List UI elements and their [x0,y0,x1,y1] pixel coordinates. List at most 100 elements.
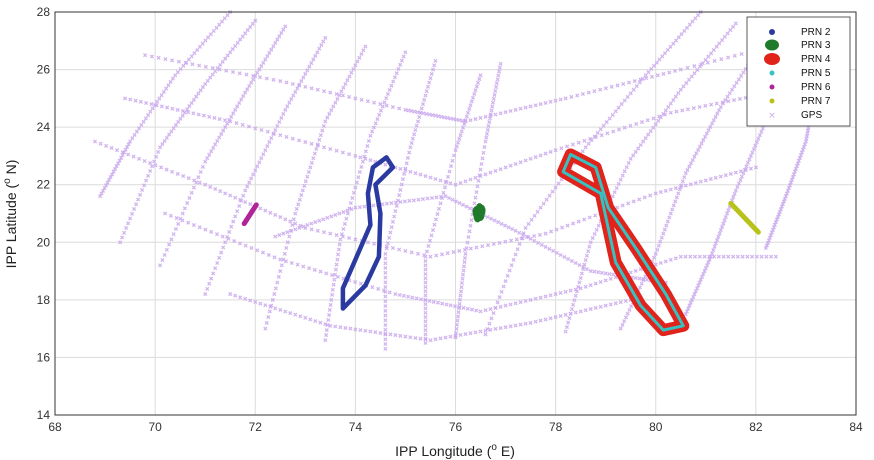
gps-point [298,314,303,319]
gps-point [553,292,558,297]
gps-point [789,177,794,182]
gps-point [295,86,300,91]
gps-point [343,81,348,87]
gps-point [433,58,438,63]
gps-point [385,241,390,246]
gps-point [468,177,473,182]
gps-point [257,160,262,165]
gps-point [715,238,720,243]
gps-point [517,241,522,246]
gps-point [436,114,441,119]
gps-point [164,247,169,252]
gps-track [118,18,258,245]
gps-point [208,32,213,37]
gps-point [423,302,428,307]
gps-point [459,280,465,286]
gps-point [283,107,288,112]
gps-point [384,201,389,206]
gps-point [796,158,801,163]
gps-point [715,111,720,116]
gps-point [475,80,481,85]
gps-point [685,65,690,70]
gps-point [764,243,769,248]
gps-point [333,212,338,217]
gps-point [255,70,260,75]
gps-point [322,145,327,150]
gps-point [291,93,296,98]
gps-point [511,257,516,262]
gps-point [243,188,248,193]
gps-point [518,106,523,111]
gps-point [213,69,218,74]
gps-point [683,183,688,188]
gps-point [580,91,585,97]
gps-point [798,153,803,158]
gps-point [722,34,727,39]
gps-point [357,169,362,175]
gps-point [692,292,697,297]
gps-point [618,300,623,305]
gps-point [754,140,759,145]
gps-point [337,242,342,247]
gps-point [586,141,591,146]
gps-point [607,271,612,277]
gps-point [191,222,196,228]
gps-point [404,161,409,166]
gps-point [237,203,242,209]
gps-point [311,156,316,161]
gps-point [452,304,458,309]
gps-point [538,153,543,158]
gps-point [354,180,359,185]
gps-point [616,127,622,132]
gps-point [217,67,222,72]
gps-point [366,138,371,144]
gps-point [618,326,623,331]
gps-point [279,115,284,120]
gps-point [148,109,153,114]
gps-point [154,154,159,159]
gps-point [520,236,525,241]
gps-point [460,118,465,123]
gps-point [538,205,543,210]
gps-point [582,262,587,267]
gps-point [483,139,488,144]
gps-point [463,251,468,256]
gps-point [287,234,292,239]
gps-point [385,91,390,97]
gps-point [455,318,460,323]
gps-point [361,48,366,53]
gps-point [532,238,537,243]
gps-point [723,214,728,220]
gps-point [518,322,523,327]
gps-point [592,231,597,236]
gps-point [498,167,503,172]
gps-point [176,221,181,226]
gps-point [513,228,518,233]
gps-point [132,132,137,137]
gps-point [362,204,367,209]
gps-point [613,109,618,114]
gps-point [467,206,473,211]
gps-point [233,107,238,112]
gps-point [469,307,475,312]
gps-point [728,28,733,33]
gps-point [730,87,735,92]
gps-point [275,123,280,129]
gps-point [596,223,601,228]
gps-point [318,133,323,138]
gps-point [383,303,388,309]
gps-point [315,50,320,55]
gps-point [593,281,598,286]
gps-point [503,325,508,330]
gps-point [300,188,305,193]
gps-point [102,185,107,191]
gps-point [365,144,370,149]
gps-point [423,340,428,346]
gps-point [368,329,373,334]
gps-point [473,88,478,93]
gps-point [634,84,639,89]
gps-point [620,203,625,208]
gps-point [271,77,276,82]
gps-point [110,172,115,177]
gps-point [241,193,246,198]
